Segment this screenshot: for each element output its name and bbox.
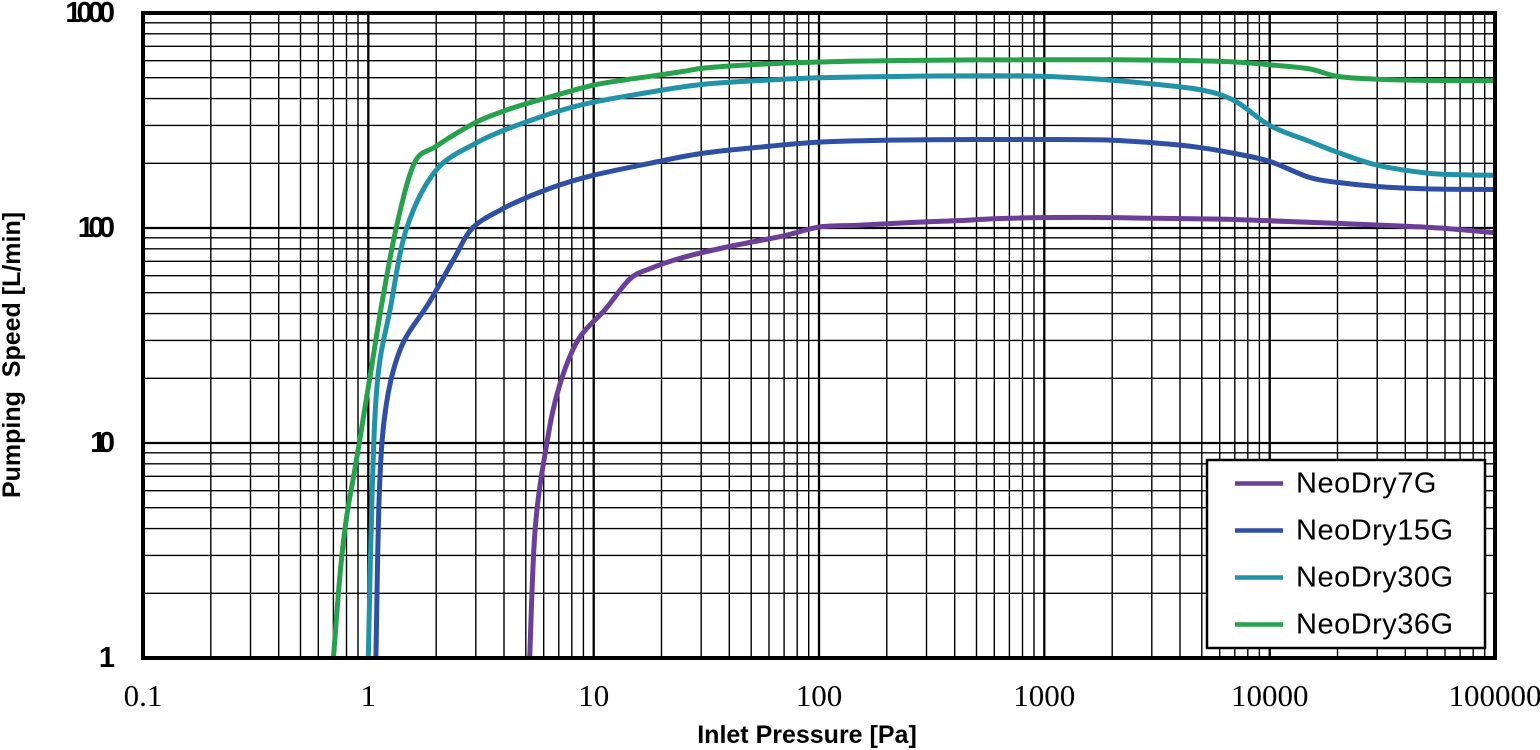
plot-border bbox=[141, 11, 1497, 660]
legend-box bbox=[1205, 458, 1487, 650]
y-tick-label: 100 bbox=[78, 212, 115, 244]
x-tick-label: 10 bbox=[578, 678, 609, 713]
x-tick-label: 10000 bbox=[1231, 678, 1309, 713]
series-line-neodry30g bbox=[365, 73, 1495, 658]
series-line-neodry15g bbox=[373, 136, 1495, 658]
y-tick-label: 10 bbox=[90, 427, 115, 459]
x-tick-label: 100 bbox=[796, 678, 843, 713]
series-line-neodry7g bbox=[527, 214, 1495, 658]
x-axis-title: Inlet Pressure [Pa] bbox=[697, 721, 917, 749]
y-tick-label: 1000 bbox=[65, 0, 115, 29]
series-line-neodry36g bbox=[330, 57, 1495, 658]
legend-label-neodry36g: NeoDry36G bbox=[1296, 609, 1454, 641]
x-tick-label: 1000 bbox=[1013, 678, 1075, 713]
x-tick-label: 0.1 bbox=[124, 678, 163, 713]
series-curves bbox=[330, 57, 1495, 658]
y-axis-title: Pumping Speed [L/min] bbox=[0, 212, 26, 498]
x-tick-label: 1 bbox=[361, 678, 377, 713]
legend-label-neodry30g: NeoDry30G bbox=[1296, 562, 1454, 594]
legend-label-neodry7g: NeoDry7G bbox=[1296, 468, 1437, 500]
axis-tick-labels: 0.1 1 10 100 1000 10000 100000 1 10 100 1000 bbox=[65, 0, 1540, 713]
legend-label-neodry15g: NeoDry15G bbox=[1296, 515, 1454, 547]
legend: NeoDry7G NeoDry15G NeoDry30G NeoDry36G bbox=[1205, 458, 1487, 650]
x-tick-label: 100000 bbox=[1449, 678, 1540, 713]
y-tick-label: 1 bbox=[99, 642, 115, 674]
